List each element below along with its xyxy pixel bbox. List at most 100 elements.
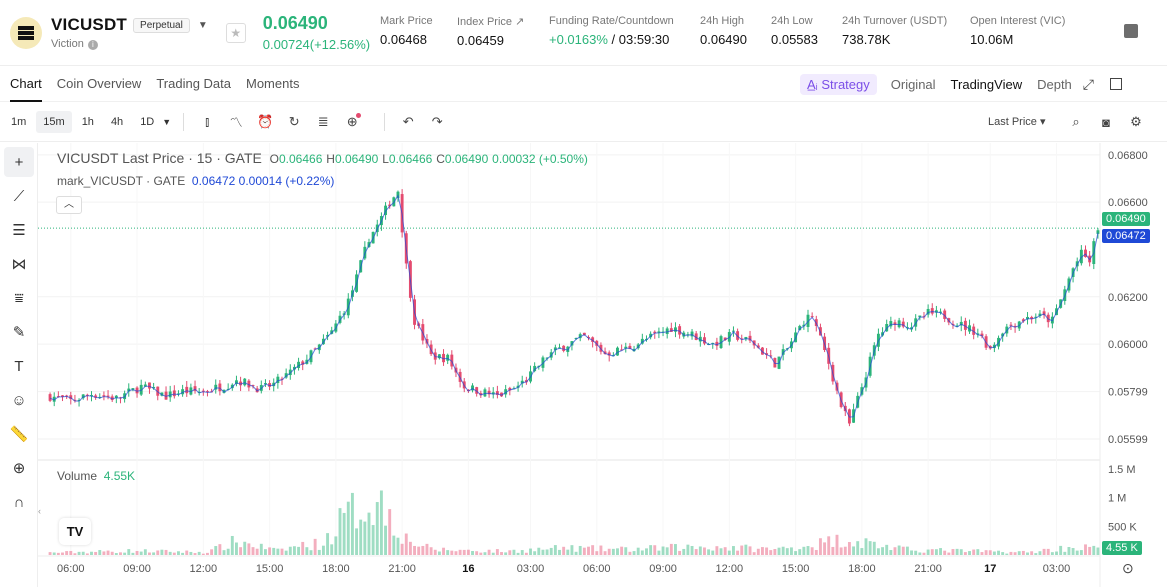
chevron-down-icon[interactable]: ▼ bbox=[197, 19, 208, 31]
replay-icon[interactable]: ↻ bbox=[288, 113, 300, 129]
volume-bar bbox=[56, 552, 60, 555]
time-axis-tick: 09:00 bbox=[123, 563, 151, 575]
volume-bar bbox=[363, 521, 367, 555]
candle bbox=[587, 336, 590, 338]
price-type-select[interactable]: Last Price ▾ bbox=[988, 116, 1046, 128]
settings-gear-icon[interactable]: ⚙ bbox=[1130, 114, 1142, 129]
candle bbox=[131, 388, 135, 390]
candle bbox=[479, 393, 483, 396]
stat-index-price[interactable]: Index Price ↗ 0.06459 bbox=[457, 15, 524, 48]
volume-bar bbox=[992, 551, 996, 555]
tradingview-logo-icon[interactable]: TV bbox=[59, 518, 91, 545]
magnet-icon[interactable]: ∩ bbox=[13, 493, 25, 511]
candle bbox=[893, 322, 897, 325]
candle bbox=[578, 334, 582, 339]
volume-bar bbox=[433, 549, 437, 555]
redo-icon[interactable]: ↷ bbox=[431, 113, 443, 129]
candle bbox=[218, 383, 222, 392]
candle bbox=[239, 381, 243, 386]
view-tradingview[interactable]: TradingView bbox=[950, 76, 1023, 92]
camera-icon[interactable]: ◙ bbox=[1102, 114, 1110, 130]
info-icon[interactable]: i bbox=[87, 40, 98, 50]
symbol-name[interactable]: VICUSDT bbox=[51, 15, 128, 34]
alert-icon[interactable]: ⏰ bbox=[257, 113, 274, 129]
collapse-panel-icon[interactable]: ‹ bbox=[38, 506, 41, 516]
volume-bar bbox=[893, 547, 897, 555]
candle bbox=[703, 337, 706, 344]
volume-bar bbox=[529, 548, 532, 555]
zoom-in-icon[interactable]: ⊕ bbox=[12, 460, 26, 477]
timeframe-4h[interactable]: 4h bbox=[110, 115, 124, 128]
volume-bar bbox=[645, 548, 648, 555]
search-icon[interactable]: ⌕ bbox=[1072, 114, 1080, 129]
volume-bar bbox=[135, 550, 139, 555]
collapse-legend-button[interactable]: ︿ bbox=[56, 196, 82, 214]
brush-icon[interactable]: ✎ bbox=[12, 324, 26, 341]
strategy-button[interactable]: A̲ᵢ Strategy bbox=[800, 73, 877, 95]
fib-retracement-icon[interactable]: ⩸ bbox=[14, 289, 24, 307]
view-depth[interactable]: Depth bbox=[1037, 76, 1072, 92]
undo-icon[interactable]: ↶ bbox=[402, 113, 414, 129]
tab-moments[interactable]: Moments bbox=[246, 75, 300, 91]
timeframe-15m[interactable]: 15m bbox=[36, 110, 72, 133]
symbol-block[interactable]: VICUSDT Perpetual ▼ Viction i bbox=[51, 15, 208, 50]
emoji-icon[interactable]: ☺ bbox=[11, 391, 27, 409]
add-icon[interactable]: ⊕ bbox=[343, 112, 362, 131]
expand-icon[interactable]: ⤢ bbox=[1082, 75, 1094, 92]
crosshair-icon[interactable]: + bbox=[4, 147, 34, 177]
stat-value: 0.05583 bbox=[771, 32, 818, 47]
volume-bar bbox=[694, 549, 698, 555]
scroll-to-realtime-icon[interactable]: ⊙ bbox=[1122, 560, 1134, 576]
volume-bar bbox=[1096, 547, 1100, 555]
volume-bar bbox=[1026, 552, 1029, 555]
candle bbox=[885, 324, 889, 332]
candle bbox=[487, 390, 491, 395]
indicators-icon[interactable]: 〽 bbox=[229, 115, 243, 130]
chart-legend-main: VICUSDT Last Price · 15 · GATE O0.06466 … bbox=[57, 150, 588, 166]
candle-type-icon[interactable]: ⫾ bbox=[205, 113, 210, 129]
tab-trading-data[interactable]: Trading Data bbox=[156, 75, 231, 91]
volume-bar bbox=[607, 548, 611, 555]
candle bbox=[139, 384, 143, 395]
popout-window-icon[interactable] bbox=[1110, 78, 1122, 90]
ruler-icon[interactable]: 📏 bbox=[9, 426, 29, 443]
timeframe-dropdown-icon[interactable]: ▼ bbox=[162, 116, 172, 127]
contract-info-icon[interactable] bbox=[1124, 24, 1138, 38]
timeframe-1m[interactable]: 1m bbox=[11, 115, 27, 128]
volume-bar bbox=[110, 551, 114, 555]
volume-bar bbox=[483, 552, 487, 555]
pattern-icon[interactable]: ⋈ bbox=[11, 256, 27, 273]
volume-bar bbox=[860, 548, 864, 555]
view-original[interactable]: Original bbox=[890, 76, 936, 92]
time-axis-tick: 03:00 bbox=[1043, 563, 1071, 575]
trend-line-icon[interactable]: ⟋ bbox=[13, 187, 25, 205]
candle bbox=[301, 361, 305, 365]
volume-bar bbox=[582, 547, 586, 555]
timeframe-1h[interactable]: 1h bbox=[81, 115, 94, 128]
volume-bar bbox=[475, 551, 479, 555]
candle bbox=[77, 399, 81, 401]
candle bbox=[1013, 325, 1017, 328]
candle bbox=[247, 380, 251, 388]
tab-coin-overview[interactable]: Coin Overview bbox=[56, 75, 142, 91]
chart-canvas[interactable]: 0.06800 0.06600 0.06200 0.06000 0.05799 0.055… bbox=[38, 143, 1167, 587]
volume-bar bbox=[77, 551, 81, 555]
volume-bar bbox=[918, 552, 922, 555]
price-chart[interactable]: 0.06800 0.06600 0.06200 0.06000 0.05799 0.055… bbox=[38, 143, 1167, 587]
timeframe-1d[interactable]: 1D bbox=[140, 115, 155, 128]
tab-chart[interactable]: Chart bbox=[10, 66, 42, 102]
divider bbox=[183, 112, 185, 131]
volume-bar bbox=[313, 538, 317, 555]
candle bbox=[446, 354, 450, 361]
favorite-star-icon[interactable]: ★ bbox=[225, 22, 246, 43]
volume-bar bbox=[355, 528, 359, 555]
horizontal-lines-icon[interactable]: ☰ bbox=[12, 222, 26, 239]
text-tool-icon[interactable]: T bbox=[14, 357, 24, 375]
stat-label[interactable]: Index Price ↗ bbox=[457, 16, 525, 28]
mark-change: 0.00014 (+0.22%) bbox=[238, 174, 335, 188]
volume-bar bbox=[400, 543, 404, 555]
time-axis-tick: 06:00 bbox=[57, 563, 85, 575]
volume-bar bbox=[678, 550, 682, 555]
templates-icon[interactable]: ≣ bbox=[317, 113, 329, 129]
volume-bar bbox=[1013, 552, 1017, 555]
